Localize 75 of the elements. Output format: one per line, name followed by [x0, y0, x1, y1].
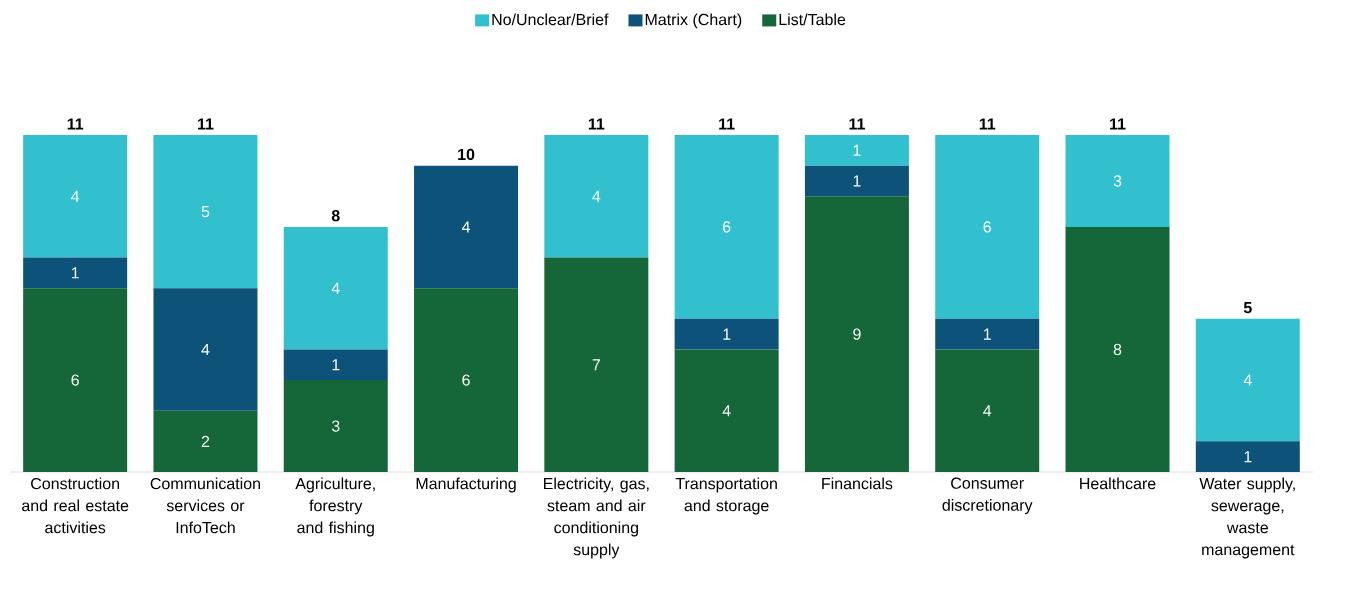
data-label: 4 — [592, 190, 601, 202]
x-tick-label: Agriculture, forestry and fishing — [295, 477, 375, 537]
bar — [414, 165, 519, 289]
data-label: 1 — [983, 328, 991, 340]
bar — [153, 288, 258, 411]
data-label: 1 — [1244, 451, 1252, 463]
x-tick-label: Healthcare — [1080, 477, 1156, 490]
total-label: 11 — [67, 118, 84, 130]
data-label: 4 — [71, 190, 80, 202]
x-tick-label: Transportation and storage — [675, 477, 777, 515]
bar — [23, 288, 128, 472]
data-label: 1 — [723, 328, 731, 340]
bar — [804, 196, 909, 472]
bar — [674, 318, 779, 350]
bar — [1065, 134, 1170, 227]
bar — [804, 165, 909, 197]
data-label: 1 — [853, 144, 861, 156]
data-label: 4 — [201, 343, 210, 355]
data-label: 1 — [332, 359, 340, 371]
data-label: 9 — [853, 328, 861, 340]
data-label: 7 — [592, 359, 600, 371]
bar — [674, 349, 779, 472]
bar — [1195, 318, 1300, 442]
total-label: 8 — [331, 210, 340, 222]
bar — [1065, 226, 1170, 472]
x-tick-label: Manufacturing — [416, 477, 516, 493]
total-label: 11 — [979, 118, 996, 130]
x-tick-label: Communication services or InfoTech — [150, 477, 260, 534]
total-label: 5 — [1243, 302, 1252, 314]
total-label: 11 — [588, 118, 605, 130]
bar — [1195, 441, 1300, 472]
total-label: 11 — [198, 118, 214, 130]
data-label: 1 — [853, 175, 861, 187]
bar — [283, 226, 388, 350]
data-label: 6 — [462, 374, 470, 386]
total-label: 11 — [1110, 118, 1126, 130]
legend-label: No/Unclear/Brief — [492, 13, 609, 26]
bar — [153, 410, 258, 472]
x-tick-label: Water supply, sewerage, waste management — [1199, 477, 1295, 559]
bar — [23, 257, 128, 289]
data-label: 4 — [331, 282, 340, 294]
total-label: 11 — [849, 118, 865, 130]
data-label: 4 — [461, 221, 471, 233]
bar — [544, 257, 649, 472]
bar — [283, 349, 388, 381]
data-label: 6 — [723, 221, 731, 233]
x-tick-label: Consumer discretionary — [942, 477, 1033, 515]
data-label: 6 — [71, 374, 79, 386]
data-label: 4 — [983, 405, 992, 417]
bar — [935, 318, 1040, 350]
bar — [23, 134, 128, 258]
bar — [804, 134, 909, 166]
bar — [674, 134, 779, 319]
data-label: 8 — [1113, 343, 1122, 356]
data-label: 2 — [201, 435, 210, 447]
total-label: 11 — [719, 118, 735, 130]
data-label: 6 — [983, 221, 991, 233]
data-label: 1 — [71, 267, 79, 279]
data-label: 4 — [1243, 374, 1252, 386]
data-label: 3 — [1113, 175, 1122, 187]
data-label: 4 — [722, 405, 731, 417]
total-label: 10 — [458, 148, 475, 161]
bar — [283, 380, 388, 472]
bar — [935, 134, 1040, 319]
x-tick-label: Financials — [822, 477, 893, 490]
bar — [544, 134, 649, 258]
data-label: 5 — [201, 206, 210, 218]
bar — [414, 288, 519, 472]
legend-label: List/Table — [779, 13, 846, 26]
bar — [935, 349, 1040, 472]
data-label: 3 — [331, 420, 340, 432]
bar — [153, 134, 258, 289]
legend-label: Matrix (Chart) — [645, 13, 742, 29]
x-tick-label: Construction and real estate activities — [22, 477, 129, 534]
x-tick-label: Electricity, gas, steam and air conditioning supply — [544, 477, 649, 559]
